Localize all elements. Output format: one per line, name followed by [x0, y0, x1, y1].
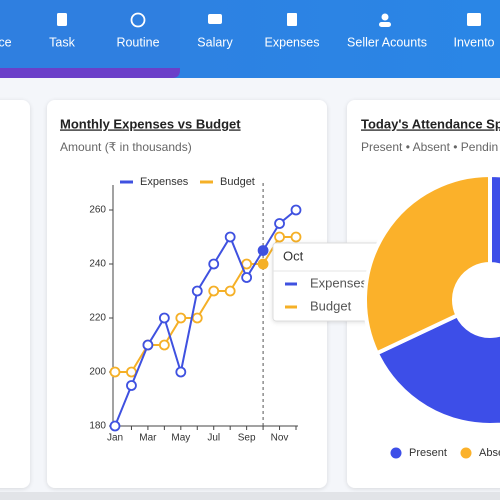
y-tick-label: 240	[89, 259, 106, 270]
data-point	[191, 312, 203, 324]
task-icon	[57, 13, 67, 26]
scrollbar	[0, 492, 500, 500]
nav-item[interactable]: Invento	[453, 35, 494, 49]
legend-label: Abse	[479, 447, 500, 459]
x-tick-label: Sep	[238, 433, 256, 444]
data-point	[208, 258, 220, 270]
nav-item[interactable]: Task	[49, 35, 75, 49]
x-tick-label: Jul	[207, 433, 220, 444]
pie-slice	[374, 312, 500, 427]
nav-item[interactable]: Salary	[197, 35, 233, 49]
data-point	[175, 312, 187, 324]
data-point	[224, 285, 236, 297]
y-tick-label: 220	[89, 313, 106, 324]
chart-title: Monthly Expenses vs Budget	[60, 116, 241, 131]
data-point	[274, 218, 285, 229]
data-point	[208, 285, 220, 297]
seller-icon-body	[379, 22, 391, 27]
legend-label: Budget	[220, 176, 255, 188]
x-tick-label: Jan	[107, 433, 123, 444]
tooltip-title: Oct	[283, 248, 304, 263]
data-point	[290, 231, 302, 243]
y-tick-label: 180	[89, 421, 106, 432]
routine-icon	[130, 12, 146, 28]
data-point	[191, 285, 203, 297]
x-tick-label: May	[171, 433, 190, 444]
data-point	[224, 231, 236, 243]
data-point	[274, 231, 285, 243]
nav-item[interactable]: Expenses	[265, 35, 320, 49]
seller-icon	[381, 13, 389, 21]
pie-slice	[363, 172, 492, 356]
nav-item[interactable]: Seller Acounts	[347, 35, 427, 49]
legend-swatch	[460, 447, 472, 459]
y-tick-label: 260	[89, 205, 106, 216]
inventory-icon	[467, 13, 481, 26]
legend-label: Expenses	[140, 176, 189, 188]
card-expenses	[47, 100, 327, 488]
data-point	[109, 366, 121, 378]
data-point	[175, 366, 187, 378]
data-point	[257, 245, 269, 256]
data-point	[158, 312, 170, 324]
nav-item[interactable]: ce	[0, 35, 12, 49]
chart-subtitle: Present • Absent • Pendin	[361, 140, 498, 154]
data-point	[126, 380, 137, 391]
nav-bar-left	[0, 0, 180, 68]
data-point	[290, 204, 302, 216]
data-point	[109, 420, 121, 432]
salary-icon	[208, 14, 222, 24]
legend-label: Present	[409, 447, 447, 459]
x-tick-label: Nov	[271, 433, 289, 444]
pie-slice	[488, 172, 500, 268]
data-point	[257, 258, 269, 270]
x-tick-label: Mar	[139, 433, 157, 444]
data-point	[142, 339, 154, 351]
nav-items: ce Task Routine Salary Expenses Seller Acount…	[0, 35, 495, 49]
legend-swatch	[390, 447, 402, 459]
pie-chart: Present Abse	[363, 172, 500, 459]
nav-icons	[57, 12, 481, 28]
tooltip-series: Budget	[310, 298, 352, 313]
tooltip-series: Expenses	[310, 275, 368, 290]
data-point	[158, 339, 170, 351]
chart-subtitle: Amount (₹ in thousands)	[60, 140, 192, 154]
data-point	[241, 272, 253, 283]
nav-item[interactable]: Routine	[116, 35, 159, 49]
chart-title: Today's Attendance Sp	[361, 116, 500, 131]
card-left	[0, 100, 30, 488]
expenses-icon	[287, 13, 297, 26]
y-tick-label: 200	[89, 367, 106, 378]
